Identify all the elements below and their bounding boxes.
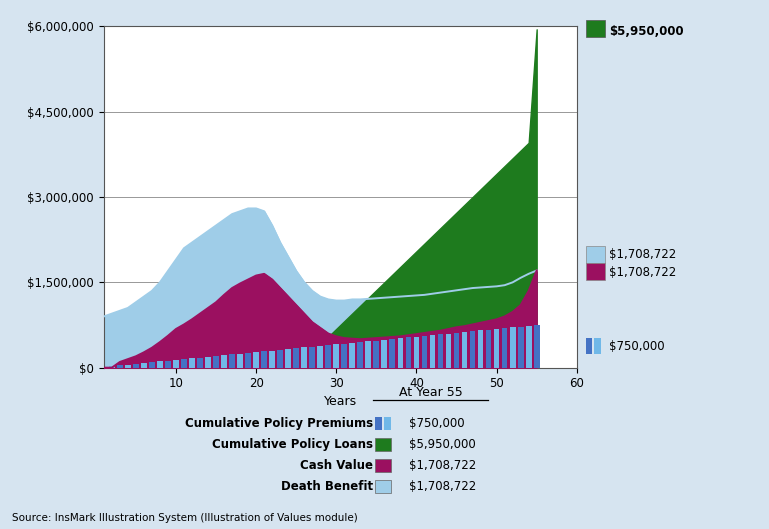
Text: At Year 55: At Year 55 bbox=[399, 386, 462, 399]
Bar bbox=[390, 339, 395, 368]
Bar bbox=[486, 330, 491, 368]
Text: $1,708,722: $1,708,722 bbox=[609, 248, 676, 261]
Bar bbox=[117, 366, 123, 368]
Bar bbox=[285, 349, 291, 368]
Bar bbox=[470, 331, 475, 368]
Bar bbox=[358, 342, 363, 368]
Text: Death Benefit: Death Benefit bbox=[281, 480, 373, 493]
Bar bbox=[245, 353, 251, 368]
Bar bbox=[269, 351, 275, 368]
Bar bbox=[101, 367, 107, 368]
Bar bbox=[445, 334, 451, 368]
Bar bbox=[205, 357, 211, 368]
Bar bbox=[165, 361, 171, 368]
Bar bbox=[173, 360, 179, 368]
Bar bbox=[189, 358, 195, 368]
Text: Cumulative Policy Premiums: Cumulative Policy Premiums bbox=[185, 417, 373, 430]
Bar bbox=[301, 348, 307, 368]
Bar bbox=[293, 348, 299, 368]
Bar bbox=[454, 333, 459, 368]
Bar bbox=[381, 340, 388, 368]
Text: $1,708,722: $1,708,722 bbox=[409, 480, 476, 493]
Text: $750,000: $750,000 bbox=[609, 340, 664, 353]
Bar bbox=[414, 336, 419, 368]
Bar bbox=[374, 341, 379, 368]
Bar bbox=[253, 352, 259, 368]
Bar bbox=[133, 364, 138, 368]
Bar bbox=[438, 334, 444, 368]
Text: $5,950,000: $5,950,000 bbox=[609, 25, 684, 39]
Bar bbox=[237, 354, 243, 368]
Text: Cash Value: Cash Value bbox=[300, 459, 373, 472]
Bar bbox=[534, 325, 540, 368]
Bar bbox=[221, 355, 227, 368]
Bar bbox=[318, 346, 323, 368]
Bar bbox=[341, 344, 347, 368]
Bar bbox=[398, 338, 403, 368]
Bar bbox=[213, 356, 219, 368]
Bar bbox=[181, 359, 187, 368]
Bar bbox=[157, 361, 163, 368]
Bar bbox=[141, 363, 147, 368]
Bar bbox=[125, 364, 131, 368]
Bar bbox=[197, 358, 203, 368]
Bar bbox=[278, 350, 283, 368]
Bar bbox=[430, 335, 435, 368]
Text: Source: InsMark Illustration System (Illustration of Values module): Source: InsMark Illustration System (Ill… bbox=[12, 513, 358, 523]
Text: $1,708,722: $1,708,722 bbox=[409, 459, 476, 472]
Bar bbox=[510, 327, 515, 368]
Bar bbox=[109, 366, 115, 368]
Bar bbox=[261, 351, 267, 368]
X-axis label: Years: Years bbox=[324, 395, 357, 407]
Bar bbox=[334, 344, 339, 368]
Bar bbox=[229, 354, 235, 368]
Bar bbox=[405, 338, 411, 368]
Bar bbox=[325, 345, 331, 368]
Text: $5,950,000: $5,950,000 bbox=[409, 438, 476, 451]
Bar bbox=[518, 326, 524, 368]
Bar bbox=[365, 341, 371, 368]
Text: Cumulative Policy Loans: Cumulative Policy Loans bbox=[212, 438, 373, 451]
Bar bbox=[461, 332, 468, 368]
Bar bbox=[494, 329, 500, 368]
Bar bbox=[478, 331, 484, 368]
Bar bbox=[149, 362, 155, 368]
Bar bbox=[501, 328, 508, 368]
Text: $1,708,722: $1,708,722 bbox=[609, 266, 676, 279]
Text: $750,000: $750,000 bbox=[409, 417, 464, 430]
Bar bbox=[526, 326, 531, 368]
Bar bbox=[421, 336, 428, 368]
Bar bbox=[349, 343, 355, 368]
Bar bbox=[309, 346, 315, 368]
